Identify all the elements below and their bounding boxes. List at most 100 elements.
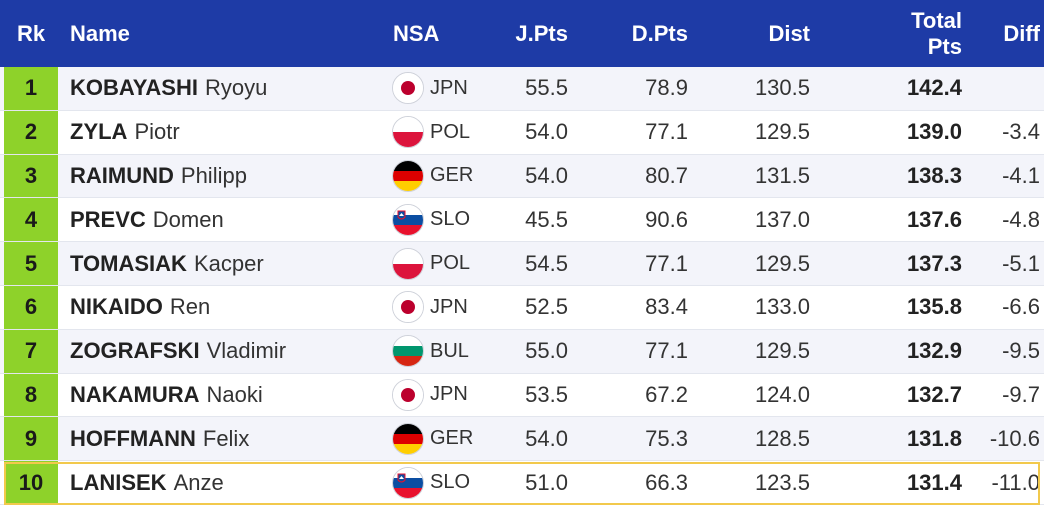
table-row[interactable]: 1 KOBAYASHI Ryoyu JPN 55.5 78.9 130.5 142.4 — [0, 67, 1044, 111]
nsa-code: POL — [430, 120, 471, 143]
jpts-cell: 54.0 — [525, 119, 568, 145]
total-pts-cell: 132.9 — [906, 338, 962, 364]
rank-cell: 4 — [4, 198, 58, 242]
jpts-cell: 54.0 — [525, 162, 568, 188]
nsa-code: SLO — [430, 471, 471, 494]
rank-cell: 7 — [4, 329, 58, 373]
athlete-last-name: ZYLA — [70, 119, 128, 145]
table-row[interactable]: 6 NIKAIDO Ren JPN 52.5 83.4 133.0 135.8 -6.6 — [0, 285, 1044, 330]
diff-cell: -4.8 — [1002, 206, 1040, 232]
nsa-code: POL — [430, 252, 471, 275]
dist-cell: 129.5 — [754, 338, 810, 364]
athlete-name[interactable]: NAKAMURA Naoki — [70, 374, 263, 417]
dist-cell: 124.0 — [754, 381, 810, 407]
athlete-last-name: NAKAMURA — [70, 381, 200, 407]
dpts-cell: 75.3 — [645, 425, 688, 451]
nsa-code: JPN — [430, 295, 468, 318]
diff-cell: -11.0 — [991, 469, 1040, 495]
nsa-cell: GER — [392, 155, 473, 198]
athlete-name[interactable]: LANISEK Anze — [70, 461, 224, 504]
athlete-last-name: TOMASIAK — [70, 250, 187, 276]
athlete-name[interactable]: KOBAYASHI Ryoyu — [70, 67, 267, 110]
dist-cell: 133.0 — [754, 294, 810, 320]
dpts-cell: 80.7 — [645, 162, 688, 188]
athlete-name[interactable]: PREVC Domen — [70, 198, 224, 241]
rank-cell: 3 — [4, 154, 58, 198]
jpts-cell: 53.5 — [525, 381, 568, 407]
total-pts-cell: 132.7 — [906, 381, 962, 407]
header-diff[interactable]: Diff — [1003, 20, 1040, 46]
header-nsa[interactable]: NSA — [393, 20, 440, 46]
jpts-cell: 45.5 — [525, 206, 568, 232]
diff-cell: -5.1 — [1002, 250, 1040, 276]
athlete-first-name: Ren — [169, 294, 211, 320]
total-pts-cell: 137.6 — [906, 206, 962, 232]
table-row[interactable]: 4 PREVC Domen SLO 45.5 90.6 137.0 137.6 -4.8 — [0, 198, 1044, 243]
pol-flag-icon — [392, 116, 424, 149]
total-pts-cell: 142.4 — [906, 75, 962, 101]
ger-flag-icon — [392, 159, 424, 192]
table-row[interactable]: 10 LANISEK Anze SLO 51.0 66.3 123.5 131.4 -11.0 — [0, 461, 1044, 505]
nsa-cell: SLO — [392, 461, 470, 504]
table-row[interactable]: 5 TOMASIAK Kacper POL 54.5 77.1 129.5 137.3 -5.1 — [0, 242, 1044, 286]
athlete-name[interactable]: RAIMUND Philipp — [70, 155, 247, 198]
athlete-name[interactable]: ZOGRAFSKI Vladimir — [70, 330, 286, 373]
athlete-last-name: HOFFMANN — [70, 425, 196, 451]
jpts-cell: 55.0 — [525, 338, 568, 364]
nsa-code: GER — [430, 427, 474, 450]
athlete-last-name: ZOGRAFSKI — [70, 338, 200, 364]
athlete-last-name: PREVC — [70, 206, 146, 232]
dist-cell: 130.5 — [754, 75, 810, 101]
diff-cell: -10.6 — [989, 425, 1040, 451]
table-row[interactable]: 9 HOFFMANN Felix GER 54.0 75.3 128.5 131.8 -10.6 — [0, 417, 1044, 462]
total-pts-cell: 139.0 — [906, 119, 962, 145]
table-row[interactable]: 3 RAIMUND Philipp GER 54.0 80.7 131.5 138.3 -4.1 — [0, 154, 1044, 199]
header-total-line2: Pts — [927, 33, 962, 59]
dist-cell: 129.5 — [754, 119, 810, 145]
nsa-cell: BUL — [392, 330, 469, 373]
nsa-cell: JPN — [392, 67, 468, 110]
dist-cell: 131.5 — [754, 162, 810, 188]
header-total-pts[interactable]: Total Pts — [880, 0, 962, 67]
athlete-last-name: RAIMUND — [70, 162, 174, 188]
dpts-cell: 78.9 — [645, 75, 688, 101]
dpts-cell: 90.6 — [645, 206, 688, 232]
athlete-name[interactable]: TOMASIAK Kacper — [70, 242, 264, 285]
header-name[interactable]: Name — [70, 20, 130, 46]
athlete-last-name: NIKAIDO — [70, 294, 163, 320]
total-pts-cell: 138.3 — [906, 162, 962, 188]
nsa-cell: JPN — [392, 286, 468, 329]
bul-flag-icon — [392, 335, 424, 368]
athlete-name[interactable]: HOFFMANN Felix — [70, 417, 249, 460]
athlete-name[interactable]: NIKAIDO Ren — [70, 286, 210, 329]
dist-cell: 129.5 — [754, 250, 810, 276]
total-pts-cell: 131.8 — [906, 425, 962, 451]
ger-flag-icon — [392, 422, 424, 455]
table-row[interactable]: 8 NAKAMURA Naoki JPN 53.5 67.2 124.0 132.7 -9.7 — [0, 373, 1044, 418]
header-dist[interactable]: Dist — [768, 20, 810, 46]
table-row[interactable]: 7 ZOGRAFSKI Vladimir BUL 55.0 77.1 129.5 132.9 -… — [0, 329, 1044, 374]
rank-cell: 10 — [4, 461, 58, 504]
header-jpts[interactable]: J.Pts — [515, 20, 568, 46]
total-pts-cell: 135.8 — [906, 294, 962, 320]
athlete-first-name: Ryoyu — [204, 75, 268, 101]
nsa-code: GER — [430, 164, 474, 187]
athlete-last-name: KOBAYASHI — [70, 75, 198, 101]
header-dpts[interactable]: D.Pts — [631, 20, 688, 46]
diff-cell: -9.5 — [1002, 338, 1040, 364]
dist-cell: 123.5 — [754, 469, 810, 495]
jpts-cell: 54.0 — [525, 425, 568, 451]
rank-cell: 1 — [4, 67, 58, 110]
jpts-cell: 52.5 — [525, 294, 568, 320]
athlete-name[interactable]: ZYLA Piotr — [70, 111, 180, 154]
table-row[interactable]: 2 ZYLA Piotr POL 54.0 77.1 129.5 139.0 -3.4 — [0, 110, 1044, 155]
dpts-cell: 77.1 — [645, 338, 688, 364]
rank-cell: 8 — [4, 373, 58, 417]
total-pts-cell: 137.3 — [906, 250, 962, 276]
dpts-cell: 77.1 — [645, 250, 688, 276]
nsa-code: JPN — [430, 383, 468, 406]
nsa-cell: POL — [392, 111, 470, 154]
nsa-cell: JPN — [392, 374, 468, 417]
header-rank[interactable]: Rk — [16, 20, 46, 46]
